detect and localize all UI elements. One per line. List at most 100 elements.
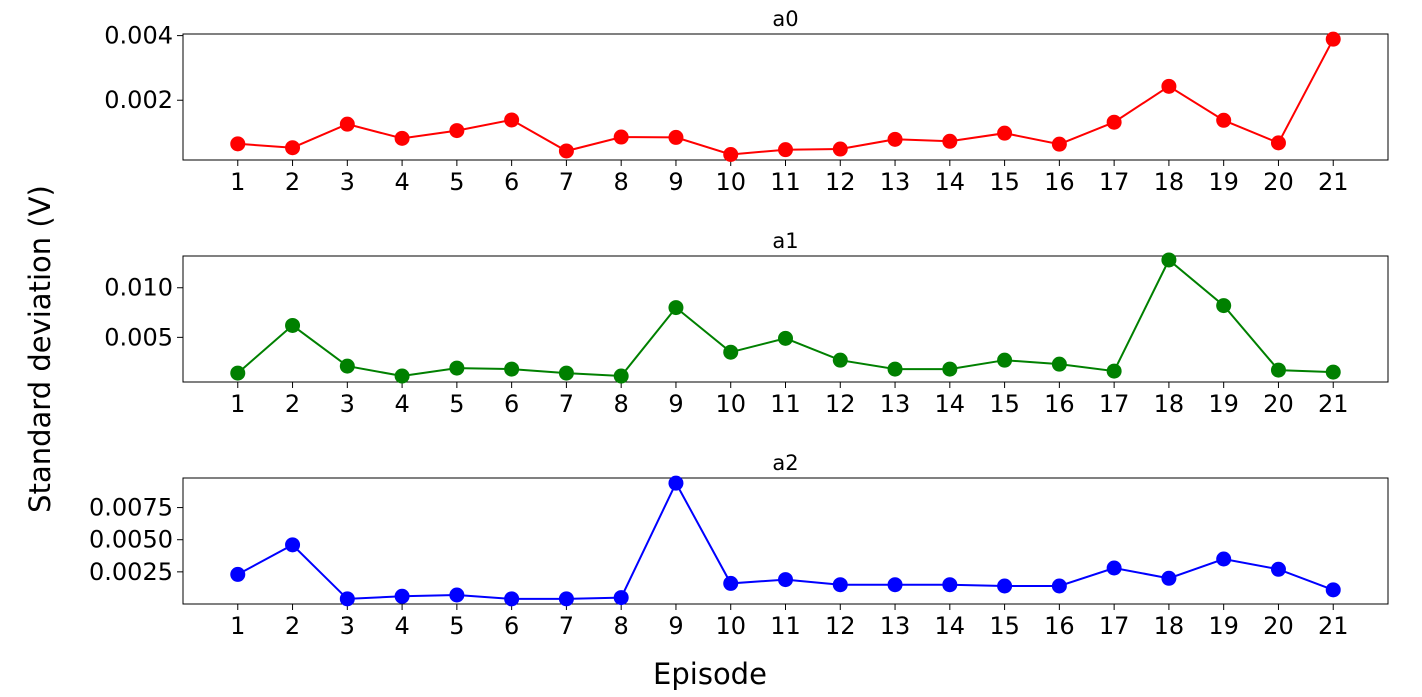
x-tick-label: 6 [504,390,519,418]
y-tick-label: 0.0075 [89,494,173,522]
data-point [887,361,903,377]
data-point [887,577,903,593]
data-point [1161,570,1177,586]
x-tick-label: 13 [880,390,911,418]
x-tick-label: 10 [715,612,746,640]
subplot-a1: a11 2 3 4 5 6 7 8 9 10 11 12 13 14 15 16 17 18 19 20 210.005… [104,229,1389,418]
data-point [504,361,520,377]
data-point [832,352,848,368]
subplot-title: a2 [772,451,798,475]
x-tick-label: 8 [614,612,629,640]
x-tick-label: 13 [880,612,911,640]
subplot-title: a0 [772,7,798,31]
x-tick-label: 13 [880,168,911,196]
x-tick-label: 12 [825,168,856,196]
data-point [394,130,410,146]
x-tick-label: 17 [1099,390,1130,418]
data-point [1106,363,1122,379]
data-point [997,125,1013,141]
data-point [394,588,410,604]
subplots: a01 2 3 4 5 6 7 8 9 10 11 12 13 14 15 16 17 18 19 20 210.002… [89,7,1389,640]
data-point [1161,252,1177,268]
data-point [723,575,739,591]
data-point [1161,78,1177,94]
x-tick-label: 21 [1318,612,1349,640]
x-tick-label: 18 [1154,390,1185,418]
data-point [668,300,684,316]
x-tick-label: 2 [285,390,300,418]
data-point [613,368,629,384]
data-point [504,112,520,128]
data-point [504,591,520,607]
x-tick-label: 3 [340,390,355,418]
y-tick-label: 0.0025 [89,558,173,586]
x-tick-label: 10 [715,390,746,418]
data-point [887,131,903,147]
x-tick-label: 7 [559,612,574,640]
x-tick-label: 7 [559,168,574,196]
x-tick-label: 12 [825,612,856,640]
x-tick-label: 11 [770,390,801,418]
x-tick-label: 14 [935,612,966,640]
data-point [723,147,739,163]
y-tick-label: 0.0050 [89,526,173,554]
data-point [1106,560,1122,576]
data-point [997,352,1013,368]
data-point [394,368,410,384]
data-point [1270,561,1286,577]
data-point [1270,135,1286,151]
x-tick-label: 1 [230,168,245,196]
y-tick-label: 0.005 [104,323,173,351]
x-tick-label: 19 [1208,390,1239,418]
x-tick-label: 21 [1318,390,1349,418]
x-tick-label: 4 [394,168,409,196]
x-tick-label: 6 [504,168,519,196]
data-point [339,116,355,132]
x-tick-label: 3 [340,612,355,640]
x-tick-label: 3 [340,168,355,196]
data-point [230,136,246,152]
x-tick-label: 5 [449,168,464,196]
data-point [1051,356,1067,372]
x-tick-label: 11 [770,612,801,640]
subplot-a2: a21 2 3 4 5 6 7 8 9 10 11 12 13 14 15 16 17 18 19 20 210.002… [89,451,1389,640]
x-tick-label: 7 [559,390,574,418]
x-tick-label: 4 [394,612,409,640]
data-point [613,129,629,145]
x-tick-label: 19 [1208,168,1239,196]
x-tick-label: 20 [1263,612,1294,640]
data-point [778,572,793,588]
y-axis-label: Standard deviation (V) [23,185,57,513]
series-line-a1 [237,258,1334,378]
x-tick-label: 8 [614,168,629,196]
x-axis-label: Episode [653,657,767,691]
data-point [449,360,465,376]
data-point [942,577,958,593]
data-point [613,590,629,606]
y-tick-label: 0.010 [104,274,173,302]
x-tick-label: 15 [989,390,1020,418]
data-point [1106,114,1122,130]
x-tick-label: 15 [989,612,1020,640]
x-tick-label: 14 [935,168,966,196]
x-tick-label: 11 [770,168,801,196]
x-tick-label: 6 [504,612,519,640]
x-tick-label: 18 [1154,168,1185,196]
data-point [285,140,301,156]
x-tick-label: 19 [1208,612,1239,640]
data-point [449,587,465,603]
data-point [668,475,684,491]
x-tick-label: 1 [230,390,245,418]
data-point [778,142,793,158]
data-point [778,330,793,346]
data-point [285,317,301,333]
x-tick-label: 8 [614,390,629,418]
data-point [723,344,739,360]
x-tick-label: 16 [1044,612,1075,640]
x-tick-label: 21 [1318,168,1349,196]
x-tick-label: 18 [1154,612,1185,640]
data-point [285,537,301,553]
x-tick-label: 10 [715,168,746,196]
data-point [1216,298,1232,314]
